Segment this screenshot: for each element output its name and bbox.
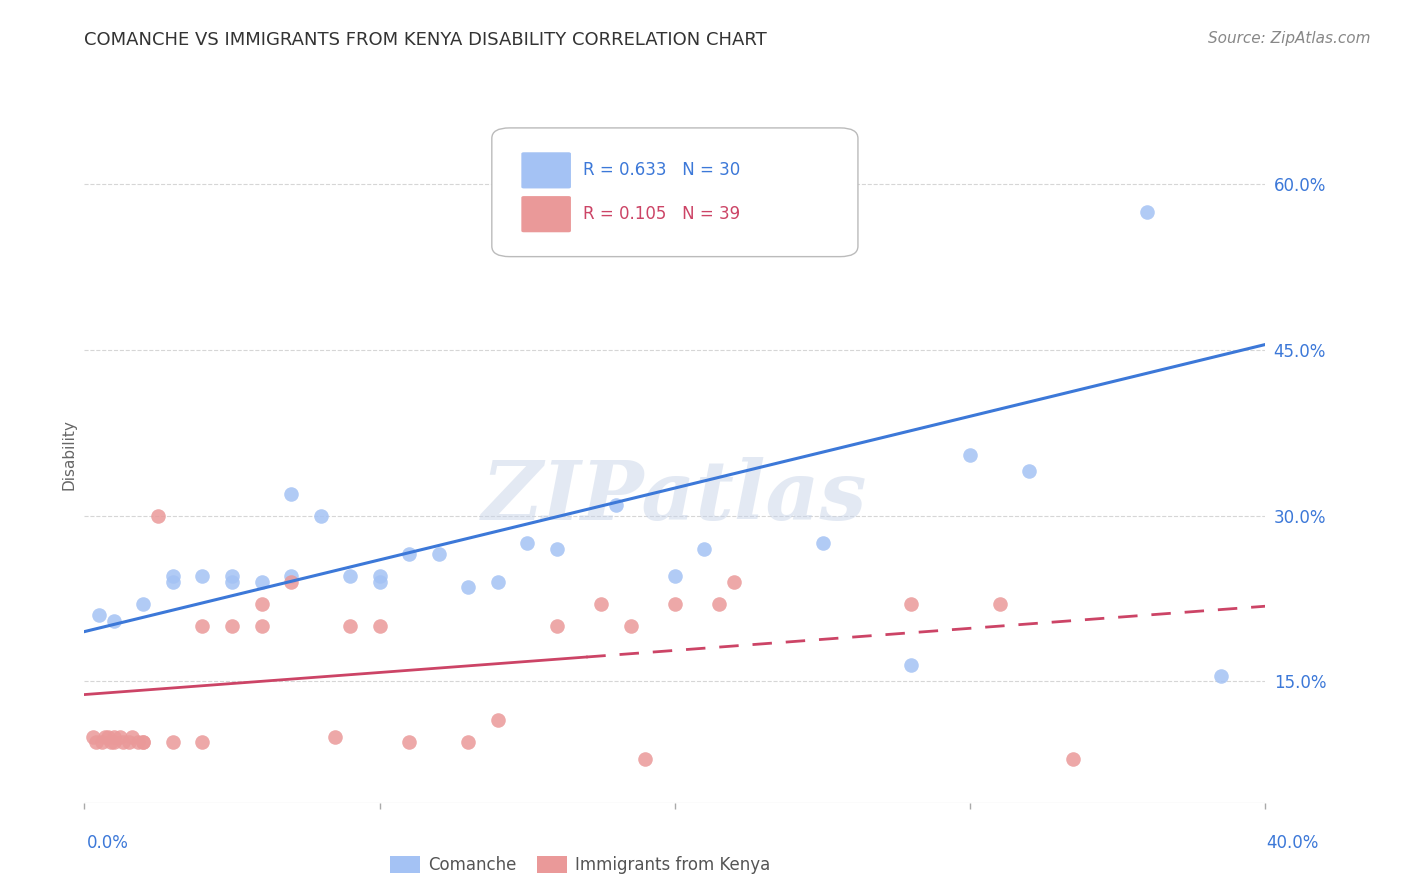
Point: [1063, 751, 1085, 765]
Point: [368, 569, 391, 583]
Point: [427, 547, 450, 561]
Point: [339, 569, 361, 583]
Point: [546, 541, 568, 556]
Text: R = 0.633   N = 30: R = 0.633 N = 30: [582, 161, 740, 179]
Point: [108, 730, 131, 744]
Point: [723, 574, 745, 589]
FancyBboxPatch shape: [522, 196, 571, 232]
Point: [91, 735, 114, 749]
Point: [709, 597, 731, 611]
Point: [191, 569, 214, 583]
Point: [127, 735, 149, 749]
Point: [132, 597, 155, 611]
Point: [111, 735, 134, 749]
FancyBboxPatch shape: [522, 153, 571, 188]
Point: [546, 619, 568, 633]
Point: [250, 597, 273, 611]
Point: [323, 730, 347, 744]
Text: R = 0.105   N = 39: R = 0.105 N = 39: [582, 205, 740, 223]
Point: [132, 735, 155, 749]
Point: [82, 730, 104, 744]
Point: [900, 597, 922, 611]
Point: [591, 597, 613, 611]
Point: [97, 730, 120, 744]
Point: [132, 735, 155, 749]
FancyBboxPatch shape: [492, 128, 858, 257]
Y-axis label: Disability: Disability: [60, 419, 76, 491]
Point: [103, 730, 125, 744]
Point: [619, 619, 641, 633]
Point: [664, 597, 686, 611]
Point: [368, 619, 391, 633]
Point: [486, 574, 509, 589]
Point: [280, 574, 302, 589]
Point: [1018, 465, 1040, 479]
Point: [162, 735, 184, 749]
Point: [103, 614, 125, 628]
Point: [148, 508, 170, 523]
Point: [693, 541, 716, 556]
Point: [280, 486, 302, 500]
Point: [811, 536, 834, 550]
Legend: Comanche, Immigrants from Kenya: Comanche, Immigrants from Kenya: [391, 856, 770, 874]
Point: [664, 569, 686, 583]
Point: [457, 581, 479, 595]
Point: [368, 574, 391, 589]
Point: [398, 547, 420, 561]
Point: [221, 569, 243, 583]
Point: [1209, 669, 1232, 683]
Text: COMANCHE VS IMMIGRANTS FROM KENYA DISABILITY CORRELATION CHART: COMANCHE VS IMMIGRANTS FROM KENYA DISABI…: [84, 31, 768, 49]
Point: [87, 608, 111, 623]
Text: Source: ZipAtlas.com: Source: ZipAtlas.com: [1208, 31, 1371, 46]
Point: [100, 735, 122, 749]
Point: [162, 569, 184, 583]
Point: [221, 619, 243, 633]
Point: [94, 730, 117, 744]
Point: [398, 735, 420, 749]
Point: [959, 448, 981, 462]
Point: [309, 508, 332, 523]
Point: [118, 735, 141, 749]
Point: [84, 735, 107, 749]
Point: [605, 498, 627, 512]
Point: [634, 751, 657, 765]
Point: [250, 619, 273, 633]
Point: [457, 735, 479, 749]
Point: [988, 597, 1011, 611]
Point: [103, 735, 125, 749]
Point: [121, 730, 143, 744]
Point: [1136, 205, 1159, 219]
Point: [221, 574, 243, 589]
Text: 40.0%: 40.0%: [1267, 834, 1319, 852]
Point: [162, 574, 184, 589]
Point: [191, 735, 214, 749]
Text: ZIPatlas: ZIPatlas: [482, 457, 868, 537]
Point: [486, 713, 509, 727]
Point: [900, 657, 922, 672]
Point: [250, 574, 273, 589]
Point: [516, 536, 538, 550]
Point: [191, 619, 214, 633]
Point: [339, 619, 361, 633]
Point: [280, 569, 302, 583]
Text: 0.0%: 0.0%: [87, 834, 129, 852]
